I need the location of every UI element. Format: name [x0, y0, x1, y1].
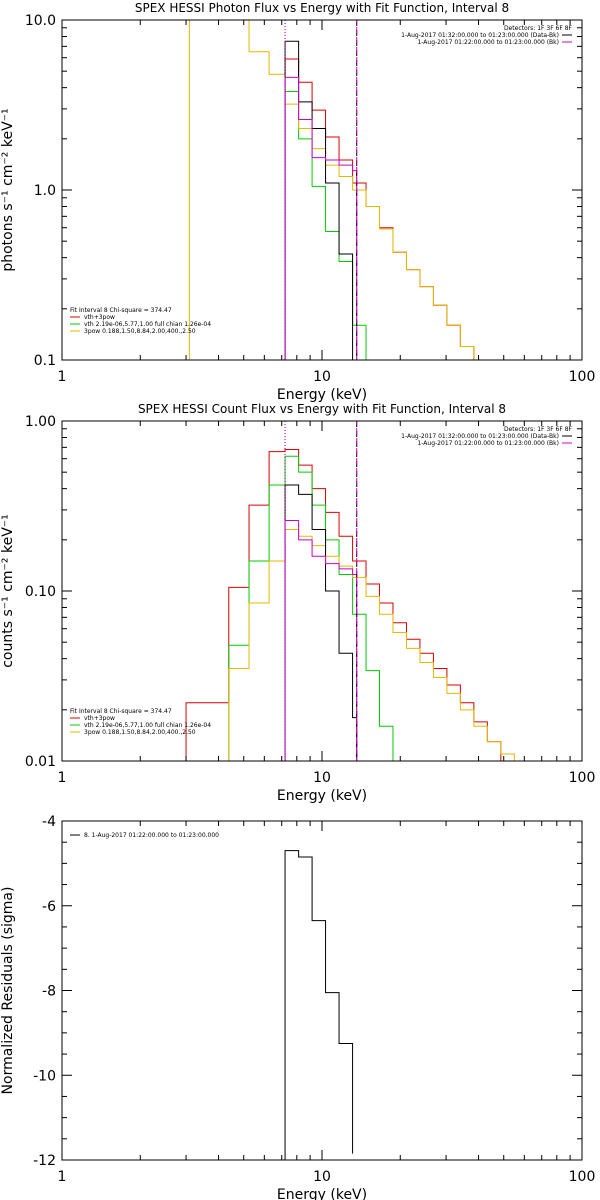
legend-left-label: vth+3pow	[84, 314, 115, 321]
legend-left-header: Fit Interval 8 Chi-square = 374.47	[70, 307, 172, 314]
x-tick-label: 100	[569, 1169, 596, 1185]
series-group	[284, 850, 354, 1160]
x-tick-label: 1	[58, 770, 67, 786]
chart-photon: 1 10 100 0.1 1.0 10.0 SPEX HESSI Photon Flux v…	[0, 1, 595, 403]
legend-left-header: Fit Interval 8 Chi-square = 374.47	[70, 708, 172, 715]
x-tick-label: 1	[58, 1169, 67, 1185]
series-0-line	[284, 58, 488, 360]
x-axis-label: Energy (keV)	[277, 1187, 367, 1200]
legend-left-label: 3pow 0.188,1.50,8.84,2.00,400.,2.50	[84, 729, 196, 736]
y-axis-label: Normalized Residuals (sigma)	[0, 887, 16, 1095]
legend-right-header: Detectors: 1F 3F 6F 8F	[504, 25, 573, 32]
series-1-line	[228, 455, 394, 761]
legend-left-label: vth 2.19e-06,5.77,1.00 full chian 1.26e-…	[84, 321, 211, 328]
series-0-line	[185, 448, 515, 761]
y-tick-label: -6	[42, 899, 56, 915]
y-tick-label: 0.1	[34, 353, 56, 369]
legend-right-header: Detectors: 1F 3F 6F 8F	[504, 426, 573, 433]
y-tick-label: 1.0	[34, 183, 56, 199]
chart-resid: 1 10 100 -12 -10 -8 -6 -4 Energy (keV) Normalized…	[0, 814, 595, 1200]
x-axis-label: Energy (keV)	[277, 387, 367, 403]
series-group	[188, 20, 501, 360]
legend-left-label: vth 2.19e-06,5.77,1.00 full chian 1.26e-…	[84, 722, 211, 729]
y-axis-label: counts s⁻¹ cm⁻² keV⁻¹	[0, 514, 16, 668]
chart-title: SPEX HESSI Count Flux vs Energy with Fit…	[138, 402, 506, 416]
y-tick-label: -10	[33, 1068, 56, 1084]
y-tick-label: 0.01	[25, 754, 56, 770]
legend-right-label: 1-Aug-2017 01:32:00.000 to 01:23:00.000 …	[401, 433, 559, 440]
legend-right-label: 1-Aug-2017 01:22:00.000 to 01:23:00.000 …	[417, 39, 559, 46]
y-tick-label: 10.0	[25, 13, 56, 29]
axes-frame	[61, 820, 583, 1161]
y-tick-label: 1.00	[25, 414, 56, 430]
y-tick-label: 0.10	[25, 584, 56, 600]
series-2-line	[188, 20, 501, 360]
chart-count: 1 10 100 0.01 0.10 1.00 SPEX HESSI Count Flux …	[0, 402, 595, 804]
x-axis-label: Energy (keV)	[277, 788, 367, 804]
series-1-line	[284, 90, 380, 360]
legend-right-label: 1-Aug-2017 01:32:00.000 to 01:23:00.000 …	[401, 32, 559, 39]
y-tick-label: -4	[42, 814, 56, 830]
chart-title: SPEX HESSI Photon Flux vs Energy with Fi…	[135, 1, 509, 15]
legend-left-label: 3pow 0.188,1.50,8.84,2.00,400.,2.50	[84, 328, 196, 335]
series-4-line	[284, 76, 358, 360]
series-3-line	[284, 40, 357, 360]
legend-right-label: 1-Aug-2017 01:22:00.000 to 01:23:00.000 …	[417, 440, 559, 447]
y-tick-label: -8	[42, 984, 56, 1000]
series-0-line	[284, 850, 354, 1160]
series-4-line	[284, 519, 358, 761]
x-tick-label: 100	[569, 369, 596, 385]
x-tick-label: 100	[569, 770, 596, 786]
x-tick-label: 10	[313, 770, 331, 786]
legend-left-label: vth+3pow	[84, 715, 115, 722]
x-tick-label: 1	[58, 369, 67, 385]
y-axis-label: photons s⁻¹ cm⁻² keV⁻¹	[0, 108, 16, 271]
x-tick-label: 10	[313, 369, 331, 385]
series-3-line	[284, 484, 358, 761]
x-tick-label: 10	[313, 1169, 331, 1185]
series-group	[185, 421, 528, 761]
legend-left-label: 8. 1-Aug-2017 01:22:00.000 to 01:23:00.0…	[84, 832, 219, 839]
y-tick-label: -12	[33, 1153, 56, 1169]
